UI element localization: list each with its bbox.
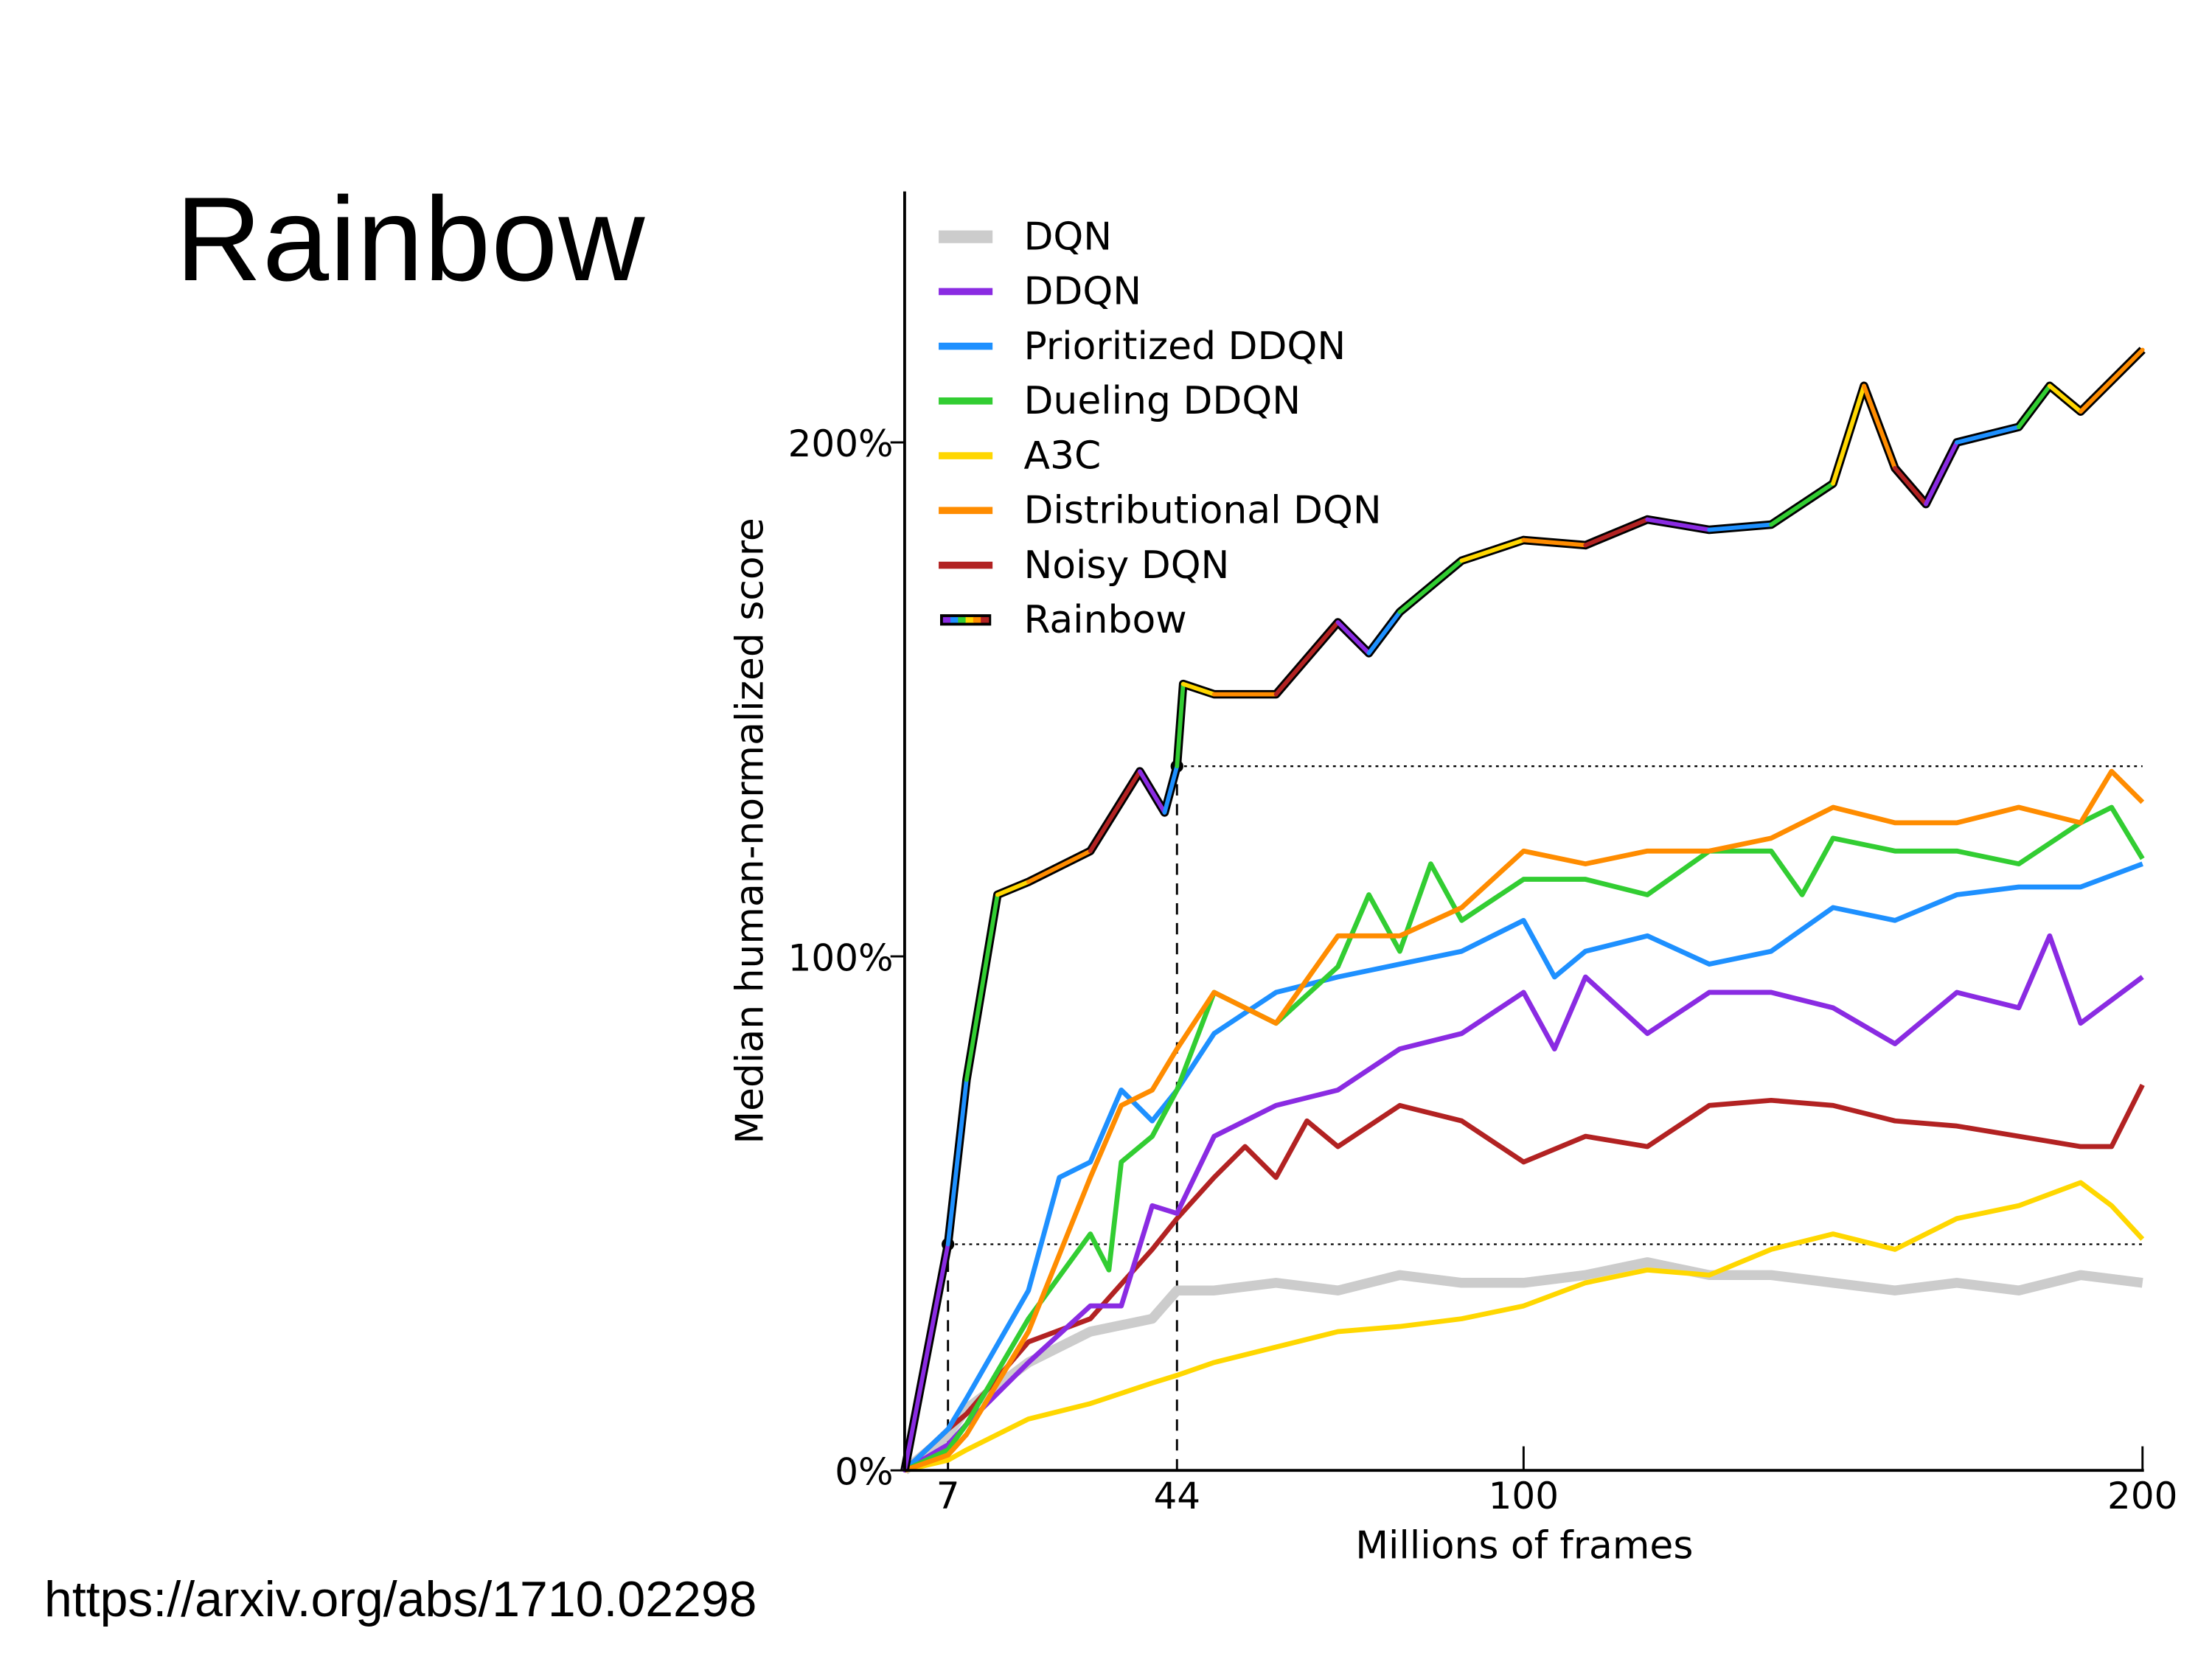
y-axis-title: Median human-normalized score — [728, 518, 773, 1144]
series-segment-rainbow — [1162, 764, 1180, 815]
series-segment-rainbow — [1138, 769, 1167, 815]
legend-swatch-rainbow-band — [942, 616, 952, 623]
reference-lines — [942, 759, 2143, 1471]
x-tick-label: 44 — [1153, 1475, 1200, 1517]
series-segment-rainbow — [1862, 383, 1897, 470]
y-tick-label: 100% — [788, 936, 894, 979]
legend-label: Prioritized DDQN — [1023, 324, 1346, 369]
legend-label: Noisy DQN — [1023, 543, 1229, 588]
series-segment-rainbow — [1335, 620, 1371, 655]
legend-swatch-rainbow-band — [981, 616, 990, 623]
legend-swatch-rainbow-band — [950, 616, 959, 623]
series-line-dueling-ddqn — [903, 804, 2145, 1473]
series-line-dqn — [901, 1257, 2143, 1475]
series-segment-rainbow — [1175, 681, 1186, 769]
series-segment-rainbow — [945, 1077, 969, 1247]
series-segment-rainbow — [1831, 383, 1866, 486]
legend-swatch-rainbow-band — [965, 616, 974, 623]
legend: DQN DDQN Prioritized DDQN Dueling DDQN A3C Di… — [939, 215, 1382, 642]
series-segment-rainbow — [1707, 522, 1773, 532]
series-line-a3c — [904, 1180, 2145, 1473]
series-segment-rainbow — [2047, 383, 2083, 414]
legend-label: DQN — [1023, 215, 1112, 259]
series-line-distributional-dqn — [903, 768, 2145, 1473]
series-segment-rainbow — [902, 1242, 950, 1473]
series-segment-rainbow — [1955, 425, 2021, 445]
series-segment-rainbow — [1273, 620, 1340, 697]
series-segment-rainbow — [1893, 465, 1928, 507]
legend-swatch-rainbow-band — [973, 616, 982, 623]
series-segment-rainbow — [964, 892, 1000, 1082]
series-segment-rainbow — [1645, 517, 1712, 532]
series-segment-rainbow — [1769, 481, 1835, 527]
series-segment-rainbow — [1521, 538, 1588, 548]
y-tick-label: 200% — [788, 422, 894, 465]
source-link[interactable]: https://arxiv.org/abs/1710.02298 — [44, 1571, 757, 1627]
series-segment-rainbow — [1088, 769, 1142, 854]
x-tick-label: 200 — [2107, 1475, 2177, 1517]
series-segment-rainbow — [1026, 849, 1093, 884]
series-segment-rainbow — [995, 880, 1031, 897]
series-segment-rainbow — [1924, 440, 1959, 507]
series-segment-rainbow — [2078, 347, 2145, 414]
y-tick-label: 0% — [835, 1450, 893, 1493]
legend-label: Dueling DDQN — [1023, 379, 1301, 423]
series-lines — [900, 347, 2146, 1475]
legend-label: Rainbow — [1023, 598, 1186, 642]
series-segment-rainbow — [2016, 383, 2052, 429]
x-axis-title: Millions of frames — [1355, 1523, 1693, 1568]
series-segment-rainbow — [1180, 681, 1217, 697]
series-line-noisy-dqn — [902, 1083, 2145, 1472]
legend-label: Distributional DQN — [1023, 489, 1381, 533]
series-line-ddqn — [903, 933, 2144, 1473]
legend-swatch-rainbow-band — [958, 616, 967, 623]
legend-label: DDQN — [1023, 270, 1141, 314]
ticks: 0% 100% 200% 7 44 100 200 — [788, 422, 2178, 1517]
legend-label: A3C — [1023, 434, 1101, 478]
series-segment-rainbow — [1459, 538, 1526, 563]
series-segment-rainbow — [1397, 558, 1464, 614]
slide-title: Rainbow — [175, 173, 646, 306]
x-tick-label: 100 — [1489, 1475, 1559, 1517]
series-segment-rainbow — [1583, 517, 1650, 548]
x-tick-label: 7 — [936, 1475, 960, 1517]
series-line-prioritized-ddqn — [902, 861, 2143, 1472]
series-segment-rainbow — [1366, 610, 1402, 655]
